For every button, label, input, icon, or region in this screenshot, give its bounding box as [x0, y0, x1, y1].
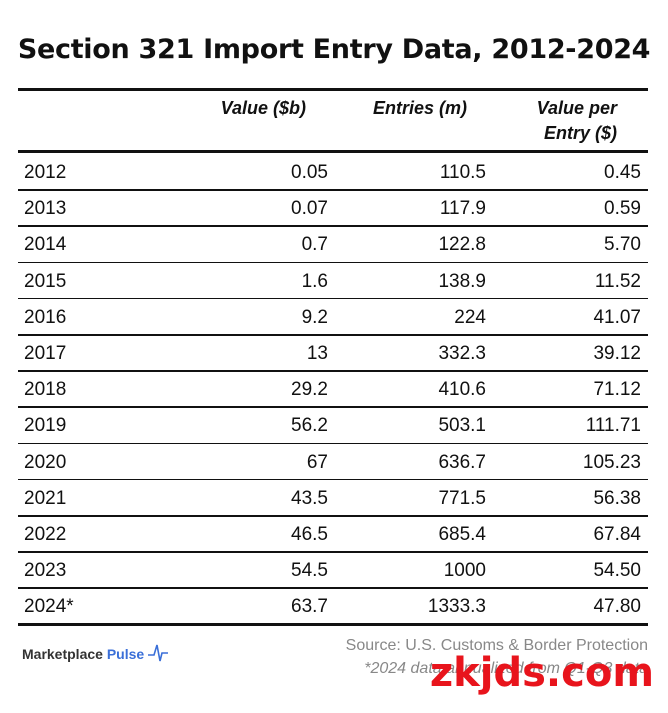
row-label: 2019	[24, 415, 67, 437]
row-label: 2013	[24, 198, 67, 220]
cell: 56.38	[593, 487, 641, 509]
cell: 5.70	[604, 234, 641, 256]
logo-icon	[148, 644, 169, 662]
row-rule	[18, 478, 648, 481]
title: Section 321 Import Entry Data, 2012-2024	[17, 34, 651, 65]
cell: 1333.3	[427, 596, 486, 618]
cell: 685.4	[438, 524, 486, 545]
cell: 43.5	[291, 487, 328, 509]
cell: 0.07	[291, 198, 328, 220]
row-label: 2021	[24, 487, 67, 509]
header-rule	[18, 150, 648, 153]
cell: 110.5	[439, 162, 486, 183]
row-rule	[18, 261, 648, 264]
cell: 105.23	[582, 451, 641, 473]
cell: 410.6	[438, 379, 486, 401]
source: Source: U.S. Customs & Border Protection	[345, 637, 648, 654]
column-header: Value ($b)	[220, 98, 306, 118]
cell: 636.7	[438, 451, 486, 473]
row-rule	[18, 297, 648, 300]
cell: 138.9	[438, 270, 486, 292]
row-label: 2016	[24, 306, 67, 328]
cell: 771.5	[438, 487, 486, 509]
row-rule	[18, 551, 648, 553]
cell: 224	[454, 306, 486, 328]
cell: 54.5	[291, 560, 328, 582]
row-label: 2017	[24, 343, 67, 364]
table-bottom-rule	[18, 622, 648, 626]
logo-text: Marketplace	[22, 646, 103, 662]
cell: 332.3	[438, 343, 486, 364]
logo: Marketplace Pulse	[22, 643, 169, 663]
row-rule	[18, 189, 648, 191]
row-rule	[18, 406, 648, 408]
cell: 29.2	[291, 379, 328, 401]
cell: 54.50	[593, 560, 641, 582]
cell: 11.52	[594, 270, 641, 292]
row-rule	[18, 225, 648, 227]
cell: 0.45	[604, 162, 641, 183]
cell: 0.59	[604, 198, 641, 220]
row-label: 2024*	[24, 596, 74, 618]
cell: 1.6	[301, 270, 328, 292]
column-header: Entries (m)	[372, 98, 467, 118]
cell: 71.12	[593, 379, 641, 401]
logo-accent: Pulse	[106, 646, 145, 662]
cell: 67.84	[593, 524, 641, 545]
cell: 47.80	[593, 596, 641, 618]
cell: 63.7	[291, 596, 328, 618]
cell: 503.1	[438, 415, 486, 437]
cell: 39.12	[593, 343, 641, 364]
cell: 122.8	[438, 234, 486, 256]
cell: 13	[306, 343, 328, 364]
cell: 46.5	[291, 524, 328, 545]
row-label: 2014	[24, 234, 67, 256]
cell: 9.2	[301, 306, 328, 328]
row-rule	[18, 334, 648, 336]
footnote: *2024 data annualized from Q1-Q3 data	[364, 660, 648, 677]
row-rule	[18, 587, 648, 589]
column-header: Value per Entry ($)	[536, 98, 617, 143]
watermark: zkjds.com	[429, 650, 654, 696]
row-rule	[18, 515, 648, 517]
row-rule	[18, 370, 648, 372]
row-label: 2022	[24, 524, 67, 545]
cell: 0.7	[301, 234, 328, 256]
row-label: 2020	[24, 451, 67, 473]
row-rule	[18, 442, 648, 445]
cell: 111.71	[585, 415, 641, 437]
cell: 56.2	[291, 415, 328, 437]
cell: 41.07	[593, 306, 641, 328]
row-label: 2018	[24, 379, 67, 401]
cell: 67	[306, 451, 328, 473]
table-top-rule	[18, 88, 648, 91]
cell: 117.9	[439, 198, 486, 220]
row-label: 2012	[24, 162, 67, 183]
cell: 1000	[443, 560, 486, 582]
row-label: 2015	[24, 270, 67, 292]
row-label: 2023	[24, 560, 67, 582]
cell: 0.05	[291, 162, 328, 183]
